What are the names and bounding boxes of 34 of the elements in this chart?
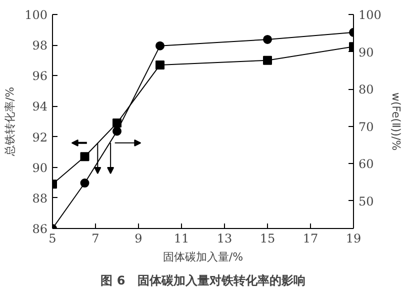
y-tick-label: 88 bbox=[32, 191, 48, 206]
point bbox=[263, 34, 272, 44]
text: 图 6 固体碳加入量对铁转化率的影响 bbox=[100, 274, 306, 288]
y2-tick-label: 70 bbox=[358, 120, 374, 134]
y2-tick-label: 50 bbox=[358, 194, 374, 208]
y-tick-label: 100 bbox=[24, 8, 48, 22]
y-axis-title: 总铁转化率/% bbox=[4, 86, 17, 158]
y2-tick-label: 90 bbox=[358, 45, 374, 60]
x-tick-label: 9 bbox=[134, 232, 142, 246]
point bbox=[80, 152, 90, 162]
y-tick-label: 96 bbox=[32, 69, 48, 84]
point bbox=[80, 178, 90, 188]
x-tick-label: 15 bbox=[260, 232, 276, 246]
point bbox=[112, 118, 122, 128]
y-tick-label: 90 bbox=[32, 160, 48, 175]
x-tick-label: 17 bbox=[302, 232, 318, 246]
y-tick-label: 98 bbox=[32, 38, 48, 53]
x-tick-label: 13 bbox=[216, 232, 232, 246]
y-tick-label: 86 bbox=[32, 222, 48, 236]
point bbox=[156, 41, 164, 50]
point bbox=[263, 56, 272, 65]
y2-tick-label: 60 bbox=[358, 157, 374, 172]
y2-tick-label: 80 bbox=[358, 82, 374, 97]
x-tick-label: 5 bbox=[48, 232, 56, 246]
y2-axis-title: w(Fe(Ⅱ))/% bbox=[389, 92, 402, 151]
y-tick-label: 94 bbox=[32, 100, 48, 114]
x-tick-label: 11 bbox=[174, 232, 190, 246]
point bbox=[156, 60, 164, 70]
point bbox=[112, 126, 122, 136]
x-tick-label: 7 bbox=[92, 232, 100, 246]
x-tick-label: 19 bbox=[346, 232, 362, 246]
y2-tick-label: 100 bbox=[358, 8, 382, 22]
y-tick-label: 92 bbox=[32, 130, 48, 144]
x-axis-title: 固体碳加入量/% bbox=[162, 250, 244, 264]
